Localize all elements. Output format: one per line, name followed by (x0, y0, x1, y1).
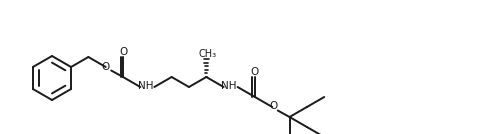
Text: O: O (251, 67, 259, 77)
Text: NH: NH (221, 81, 236, 91)
Text: O: O (269, 101, 277, 111)
Text: O: O (119, 47, 127, 57)
Text: NH: NH (138, 81, 153, 91)
Text: O: O (101, 62, 110, 72)
Text: CH₃: CH₃ (198, 49, 216, 59)
